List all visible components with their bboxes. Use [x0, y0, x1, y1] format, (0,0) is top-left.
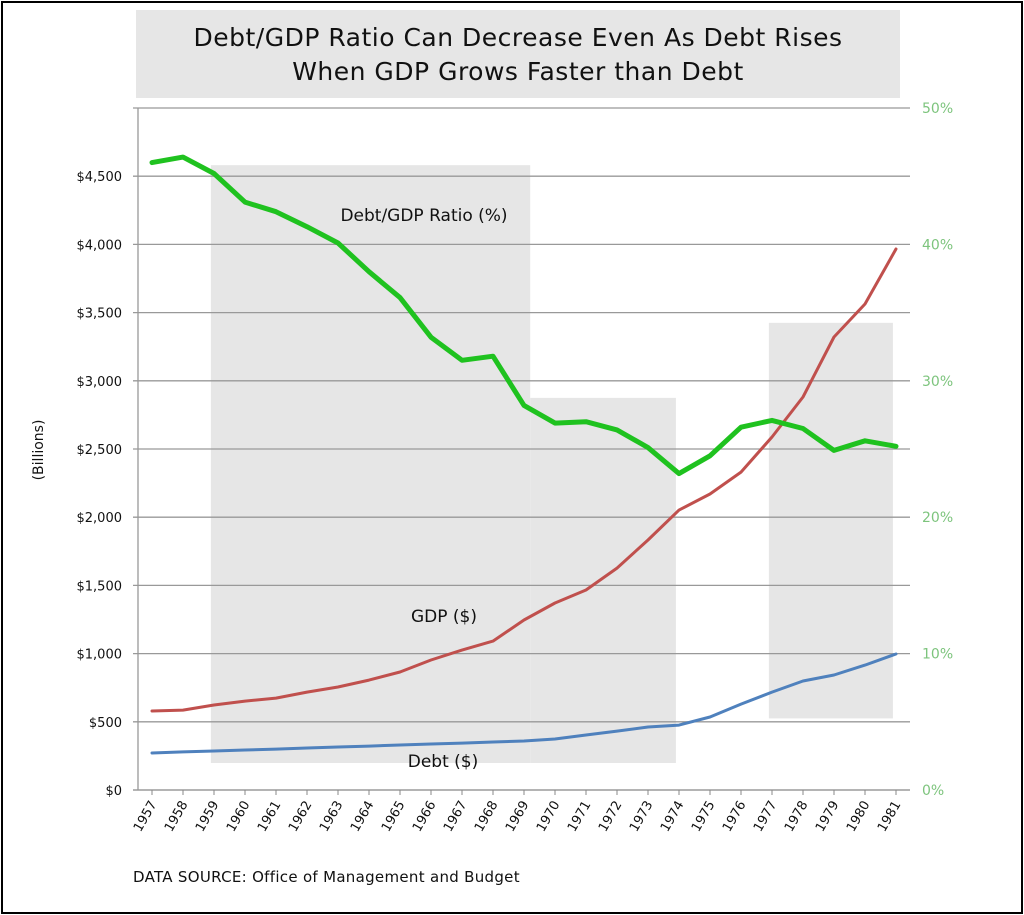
x-tick-label: 1960 — [224, 799, 254, 835]
y2-tick-label: 30% — [922, 374, 953, 390]
x-tick-label: 1974 — [658, 799, 688, 835]
shaded-region — [530, 397, 676, 763]
data-source: DATA SOURCE: Office of Management and Bu… — [133, 868, 520, 886]
x-tick-label: 1977 — [751, 799, 781, 835]
y-axis-label: (Billions) — [31, 420, 47, 481]
x-tick-label: 1962 — [286, 799, 316, 835]
x-tick-label: 1978 — [782, 799, 812, 835]
x-tick-label: 1979 — [813, 799, 843, 835]
y2-tick-label: 50% — [922, 101, 953, 117]
x-tick-label: 1972 — [596, 799, 626, 835]
x-tick-label: 1980 — [844, 799, 874, 835]
y-tick-label: $4,500 — [77, 170, 123, 185]
series-label-ratio: Debt/GDP Ratio (%) — [340, 206, 507, 226]
x-tick-label: 1959 — [193, 799, 223, 835]
y-tick-label: $2,500 — [77, 443, 123, 458]
x-tick-label: 1963 — [317, 799, 347, 835]
x-tick-label: 1968 — [472, 799, 502, 835]
y-tick-label: $4,000 — [77, 238, 123, 253]
y-tick-label: $500 — [89, 716, 122, 731]
title-line-1: Debt/GDP Ratio Can Decrease Even As Debt… — [193, 23, 843, 52]
x-tick-label: 1965 — [379, 799, 409, 835]
x-tick-label: 1973 — [627, 799, 657, 835]
x-tick-label: 1969 — [503, 799, 533, 835]
y2-tick-label: 10% — [922, 647, 953, 663]
x-tick-label: 1976 — [720, 799, 750, 835]
x-tick-label: 1967 — [441, 799, 471, 835]
chart-title: Debt/GDP Ratio Can Decrease Even As Debt… — [136, 10, 900, 98]
x-tick-label: 1961 — [255, 799, 285, 835]
y2-tick-label: 0% — [922, 783, 944, 799]
x-tick-label: 1971 — [565, 799, 595, 835]
x-tick-label: 1981 — [875, 799, 905, 835]
title-line-2: When GDP Grows Faster than Debt — [292, 57, 744, 86]
series-label-debt: Debt ($) — [408, 752, 479, 772]
y-tick-label: $3,500 — [77, 307, 123, 322]
y-tick-label: $0 — [105, 784, 122, 799]
y2-tick-label: 40% — [922, 237, 953, 253]
y-tick-label: $2,000 — [77, 511, 123, 526]
x-tick-label: 1957 — [131, 799, 161, 835]
shaded-region — [210, 165, 531, 763]
x-tick-label: 1970 — [534, 799, 564, 835]
y-tick-label: $3,000 — [77, 375, 123, 390]
y-tick-label: $1,000 — [77, 648, 123, 663]
series-label-gdp: GDP ($) — [411, 607, 477, 627]
x-tick-label: 1958 — [162, 799, 192, 835]
y2-tick-label: 20% — [922, 510, 953, 526]
shaded-region — [768, 322, 893, 719]
y-tick-label: $1,500 — [77, 579, 123, 594]
x-tick-label: 1966 — [410, 799, 440, 835]
x-tick-label: 1964 — [348, 799, 378, 835]
x-tick-label: 1975 — [689, 799, 719, 835]
